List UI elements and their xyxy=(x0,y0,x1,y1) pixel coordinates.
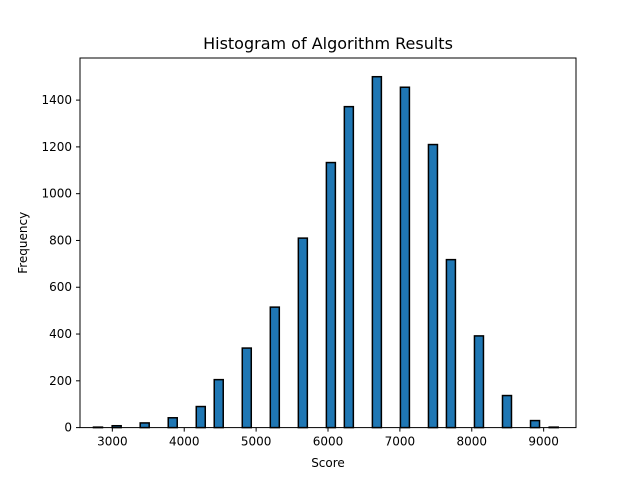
chart-title: Histogram of Algorithm Results xyxy=(203,34,453,53)
x-tick-label: 4000 xyxy=(169,435,200,449)
y-tick-label: 200 xyxy=(49,374,72,388)
histogram-bar xyxy=(529,419,541,429)
y-axis-ticks: 0 200 400 600 800 1000 1200 1400 xyxy=(41,93,80,435)
y-tick-label: 1000 xyxy=(41,187,72,201)
histogram-bar xyxy=(473,335,485,429)
x-tick-label: 5000 xyxy=(241,435,272,449)
histogram-bar xyxy=(399,86,411,429)
y-tick-label: 600 xyxy=(49,280,72,294)
x-axis-title: Score xyxy=(311,456,345,470)
x-axis-ticks: 3000 4000 5000 6000 7000 8000 9000 xyxy=(97,427,559,449)
y-tick-label: 0 xyxy=(64,421,72,435)
x-tick-label: 9000 xyxy=(528,435,559,449)
histogram-bar xyxy=(427,143,439,429)
histogram-bar xyxy=(139,422,150,429)
histogram-bar xyxy=(297,237,309,429)
histogram-bar xyxy=(241,347,253,429)
histogram-bar xyxy=(325,161,337,429)
histogram-bar xyxy=(213,378,224,429)
y-axis-title: Frequency xyxy=(16,212,30,274)
histogram-bar xyxy=(501,394,513,429)
bars-group xyxy=(92,75,559,429)
y-tick-label: 1400 xyxy=(41,93,72,107)
histogram-bar xyxy=(269,306,281,429)
x-tick-label: 8000 xyxy=(456,435,487,449)
x-tick-label: 3000 xyxy=(97,435,128,449)
y-tick-label: 800 xyxy=(49,233,72,247)
x-tick-label: 6000 xyxy=(313,435,344,449)
histogram-bar xyxy=(167,417,178,429)
histogram-bar xyxy=(195,405,207,429)
histogram-bar xyxy=(445,258,457,429)
histogram-bar xyxy=(371,75,383,429)
histogram-bar xyxy=(343,105,355,429)
x-tick-label: 7000 xyxy=(385,435,416,449)
y-tick-label: 1200 xyxy=(41,140,72,154)
y-tick-label: 400 xyxy=(49,327,72,341)
